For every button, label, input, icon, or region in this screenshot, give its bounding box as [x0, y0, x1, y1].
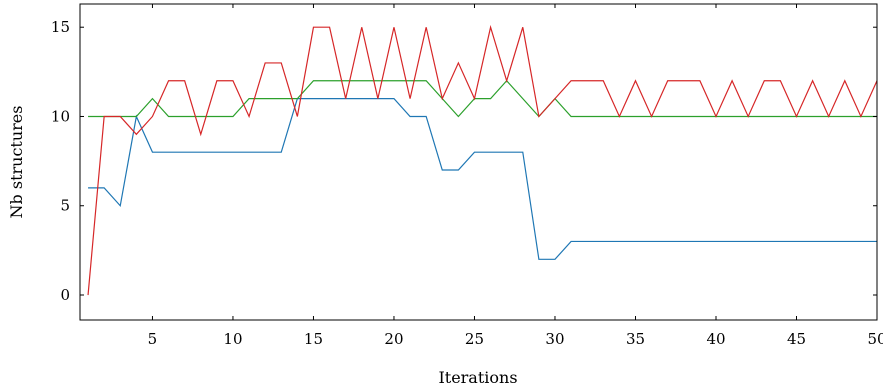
y-tick-label: 15	[51, 18, 70, 36]
series-line	[87, 24, 878, 296]
y-axis: 0 5 10 15	[51, 18, 877, 304]
x-tick-label: 5	[148, 330, 158, 348]
series-1	[88, 98, 878, 260]
x-tick-label: 45	[787, 330, 806, 348]
y-tick-label: 0	[60, 286, 70, 304]
series-3	[87, 24, 878, 296]
series-2	[88, 79, 878, 118]
x-tick-label: 10	[223, 330, 242, 348]
x-tick-label: 30	[545, 330, 564, 348]
y-tick-label: 10	[51, 107, 70, 125]
x-tick-label: 40	[706, 330, 725, 348]
x-tick-label: 35	[626, 330, 645, 348]
x-tick-label: 15	[304, 330, 323, 348]
y-tick-label: 5	[60, 197, 70, 215]
series-line	[88, 79, 877, 118]
x-tick-label: 25	[465, 330, 484, 348]
series-line	[88, 98, 877, 260]
x-tick-label: 50	[867, 330, 883, 348]
chart-marks	[87, 24, 878, 296]
x-tick-label: 20	[384, 330, 403, 348]
y-axis-label: Nb structures	[7, 106, 26, 219]
x-axis: 5 10 15 20 25 30 35 40 45 50	[148, 4, 883, 348]
plot-frame	[79, 3, 878, 321]
x-axis-label: Iterations	[438, 368, 517, 387]
